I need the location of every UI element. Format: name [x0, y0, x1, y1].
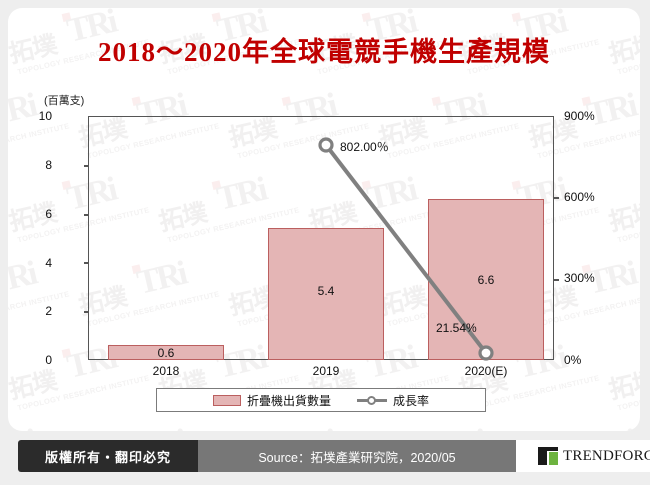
bar-2019[interactable]: [268, 228, 384, 360]
brand-banner: TRENDFORCE: [516, 440, 650, 472]
y-right-tickmark-600: [554, 197, 559, 199]
legend-bar-swatch-icon: [212, 394, 241, 406]
y-right-tick-300: 300%: [564, 271, 595, 285]
bar-2018[interactable]: [108, 345, 224, 360]
bar-label-2018: 0.6: [157, 346, 175, 360]
y-right-tick-900: 900%: [564, 109, 595, 123]
page-title: 2018～2020年全球電競手機生產規模: [98, 37, 550, 67]
y-left-tickmark-6: [84, 214, 89, 216]
legend-line-swatch-icon: [357, 395, 387, 406]
y-left-tickmark-2: [84, 311, 89, 313]
legend-label-shipments: 折疊機出貨數量: [246, 393, 331, 408]
y-right-tick-0: 0%: [564, 353, 582, 367]
copyright-text: 版權所有・翻印必究: [44, 449, 171, 465]
footer-bar: 版權所有・翻印必究 Source：拓墣產業研究院，2020/05 TRENDFO…: [0, 440, 650, 478]
legend-label-growth: 成長率: [393, 393, 430, 408]
source-banner: Source：拓墣產業研究院，2020/05: [198, 440, 532, 472]
bar-2020[interactable]: [428, 199, 544, 360]
growth-line-series: [318, 137, 494, 361]
y-left-tick-2: 2: [45, 304, 52, 318]
y-left-tick-4: 4: [45, 256, 52, 270]
y-axis-unit-label: (百萬支): [44, 95, 85, 107]
brand-name: TRENDFORCE: [563, 447, 650, 464]
bar-label-2020: 6.6: [477, 273, 495, 287]
chart-plot: (百萬支) 10 8 6 4 2 0 900% 600% 300% 0% 0.6…: [8, 8, 640, 431]
copyright-banner: 版權所有・翻印必究: [18, 440, 214, 472]
y-left-tick-8: 8: [45, 158, 52, 172]
line-marker-2020[interactable]: [478, 345, 494, 361]
x-axis-label-2019: 2019: [312, 364, 340, 378]
legend-item-shipments[interactable]: 折疊機出貨數量: [212, 392, 331, 409]
line-marker-2019[interactable]: [318, 137, 334, 153]
y-left-tickmark-8: [84, 165, 89, 167]
y-left-tick-6: 6: [45, 207, 52, 221]
y-left-tickmark-4: [84, 262, 89, 264]
growth-label-2019: 802.00％: [340, 140, 389, 154]
chart-legend: 折疊機出貨數量 成長率: [156, 388, 486, 412]
growth-label-2020: 21.54%: [436, 321, 477, 335]
legend-item-growth[interactable]: 成長率: [357, 392, 429, 409]
bar-label-2019: 5.4: [317, 284, 335, 298]
y-right-tick-600: 600%: [564, 190, 595, 204]
x-axis-label-2020: 2020(E): [464, 364, 508, 378]
x-axis-label-2018: 2018: [152, 364, 180, 378]
y-left-tick-10: 10: [38, 109, 52, 123]
chart-card: 拓墣 TRi TOPOLOGY RESEARCH INSTITUTE 拓墣 TRi TOP…: [8, 8, 640, 431]
source-text: Source：拓墣產業研究院，2020/05: [258, 450, 456, 465]
trendforce-logo-icon: [538, 447, 558, 465]
y-right-tickmark-300: [554, 279, 559, 281]
y-left-tick-0: 0: [45, 353, 52, 367]
